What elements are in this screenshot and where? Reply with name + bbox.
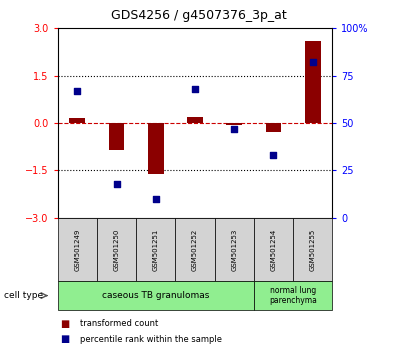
Text: GSM501253: GSM501253 bbox=[231, 228, 237, 271]
Bar bbox=[265, 123, 281, 132]
Text: GSM501251: GSM501251 bbox=[153, 228, 159, 271]
Bar bbox=[305, 41, 320, 123]
Bar bbox=[70, 118, 85, 123]
Point bbox=[74, 88, 80, 94]
Text: percentile rank within the sample: percentile rank within the sample bbox=[80, 335, 222, 344]
Bar bbox=[109, 123, 125, 150]
Text: GSM501249: GSM501249 bbox=[74, 228, 80, 271]
Text: caseous TB granulomas: caseous TB granulomas bbox=[102, 291, 209, 300]
Text: GSM501254: GSM501254 bbox=[271, 228, 277, 271]
Point bbox=[192, 86, 198, 92]
Point bbox=[310, 59, 316, 65]
Bar bbox=[187, 117, 203, 123]
Text: GSM501252: GSM501252 bbox=[192, 228, 198, 271]
Point bbox=[113, 181, 120, 187]
Text: GDS4256 / g4507376_3p_at: GDS4256 / g4507376_3p_at bbox=[111, 9, 287, 22]
Bar bbox=[226, 123, 242, 125]
Point bbox=[231, 126, 238, 132]
Text: transformed count: transformed count bbox=[80, 319, 158, 329]
Point bbox=[270, 152, 277, 158]
Text: GSM501255: GSM501255 bbox=[310, 228, 316, 271]
Text: ■: ■ bbox=[60, 334, 69, 344]
Text: cell type: cell type bbox=[4, 291, 43, 300]
Text: normal lung
parenchyma: normal lung parenchyma bbox=[269, 286, 317, 305]
Bar bbox=[148, 123, 164, 173]
Point bbox=[152, 196, 159, 202]
Text: ■: ■ bbox=[60, 319, 69, 329]
Text: GSM501250: GSM501250 bbox=[113, 228, 119, 271]
